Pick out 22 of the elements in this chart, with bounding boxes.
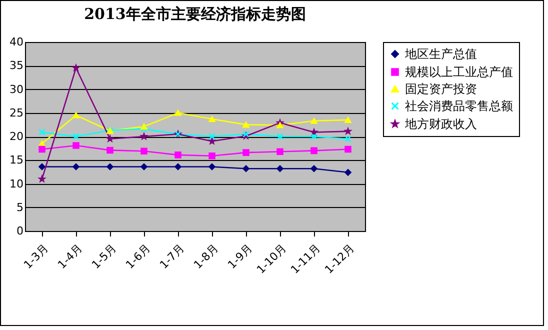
y-tick-label: 20	[10, 130, 24, 143]
y-tick-label: 10	[10, 177, 24, 190]
x-tick-label: 1-8月	[191, 242, 221, 272]
x-tick-label: 1-9月	[225, 242, 255, 272]
legend-label: 地区生产总值	[404, 47, 477, 61]
legend-label: 地方财政收入	[404, 117, 477, 131]
y-tick-label: 25	[10, 106, 24, 120]
x-tick-label: 1-6月	[123, 242, 153, 272]
legend-label: 固定资产投资	[405, 82, 477, 96]
y-tick-label: 5	[16, 200, 24, 214]
x-tick-label: 1-5月	[89, 242, 119, 272]
y-tick-label: 0	[16, 224, 24, 238]
chart-title: 2013年全市主要经济指标走势图	[84, 5, 306, 23]
legend-label: 社会消费品零售总额	[405, 99, 513, 113]
y-tick-label: 40	[10, 36, 24, 48]
x-tick-label: 1-3月	[21, 242, 51, 272]
x-tick-label: 1-7月	[157, 242, 187, 272]
x-tick-label: 1-4月	[55, 242, 85, 272]
y-tick-label: 35	[10, 59, 24, 72]
legend-label: 规模以上工业总产值	[405, 65, 513, 79]
y-tick-label: 15	[10, 154, 24, 167]
y-tick-label: 30	[10, 82, 24, 96]
